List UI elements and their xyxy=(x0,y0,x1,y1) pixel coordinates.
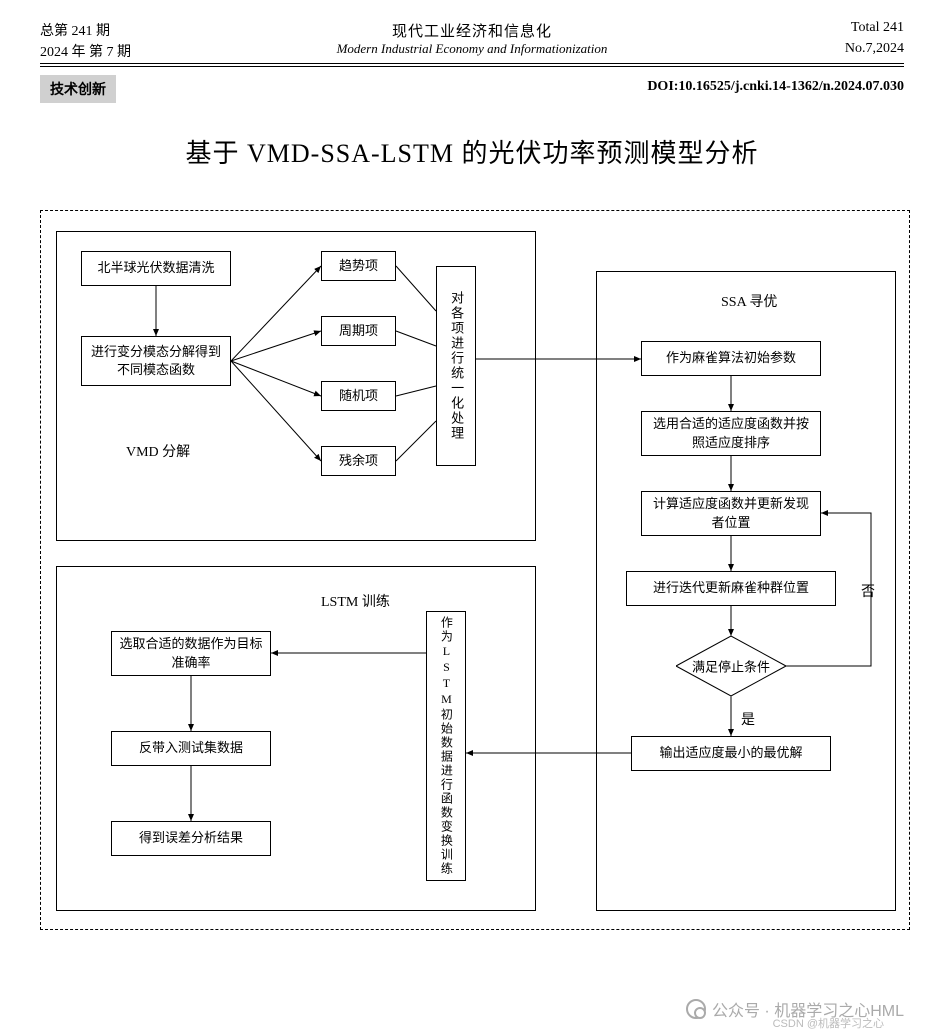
node-period: 周期项 xyxy=(321,316,396,346)
node-lstm-test: 反带入测试集数据 xyxy=(111,731,271,766)
node-ssa-fit: 选用合适的适应度函数并按照适应度排序 xyxy=(641,411,821,456)
section-badge: 技术创新 xyxy=(40,75,116,103)
node-ssa-calc: 计算适应度函数并更新发现者位置 xyxy=(641,491,821,536)
node-lstm-select: 选取合适的数据作为目标准确率 xyxy=(111,631,271,676)
node-decomp: 进行变分模态分解得到不同模态函数 xyxy=(81,336,231,386)
header-issue-en: Total 241 xyxy=(616,20,904,41)
node-lstm-init: 作为LSTM初始数据进行函数变换训练 xyxy=(426,611,466,881)
diamond-label: 满足停止条件 xyxy=(676,657,786,676)
node-ssa-init: 作为麻雀算法初始参数 xyxy=(641,341,821,376)
header-top: 总第 241 期 现代工业经济和信息化 Total 241 xyxy=(40,20,904,41)
header-rule-1 xyxy=(40,63,904,64)
node-diamond: 满足停止条件 xyxy=(676,636,786,696)
header-rule-2 xyxy=(40,66,904,67)
wechat-icon xyxy=(686,999,706,1019)
node-ssa-iter: 进行迭代更新麻雀种群位置 xyxy=(626,571,836,606)
watermark-csdn: CSDN @机器学习之心 xyxy=(773,1015,884,1031)
header-date-cn: 2024 年 第 7 期 xyxy=(40,41,328,61)
paper-title: 基于 VMD-SSA-LSTM 的光伏功率预测模型分析 xyxy=(40,133,904,170)
node-normalize: 对各项进行统一化处理 xyxy=(436,266,476,466)
node-clean: 北半球光伏数据清洗 xyxy=(81,251,231,286)
header-date-en: No.7,2024 xyxy=(616,41,904,61)
edge-label-yes: 是 xyxy=(741,709,755,729)
edge-label-no: 否 xyxy=(861,581,875,601)
header-journal-en: Modern Industrial Economy and Informatio… xyxy=(328,41,616,61)
node-residual: 残余项 xyxy=(321,446,396,476)
node-random: 随机项 xyxy=(321,381,396,411)
panel-ssa-label: SSA 寻优 xyxy=(721,291,777,311)
doi-text: DOI:10.16525/j.cnki.14-1362/n.2024.07.03… xyxy=(647,79,904,95)
node-trend: 趋势项 xyxy=(321,251,396,281)
panel-vmd-label: VMD 分解 xyxy=(126,441,190,461)
header-issue-cn: 总第 241 期 xyxy=(40,20,328,41)
header-journal-cn: 现代工业经济和信息化 xyxy=(328,20,616,41)
node-lstm-result: 得到误差分析结果 xyxy=(111,821,271,856)
flowchart: VMD 分解 SSA 寻优 LSTM 训练 北半球光伏数据清洗 进行变分模态分解… xyxy=(40,210,910,930)
header-bottom: 2024 年 第 7 期 Modern Industrial Economy a… xyxy=(40,41,904,61)
node-ssa-out: 输出适应度最小的最优解 xyxy=(631,736,831,771)
panel-lstm-label: LSTM 训练 xyxy=(321,591,390,611)
